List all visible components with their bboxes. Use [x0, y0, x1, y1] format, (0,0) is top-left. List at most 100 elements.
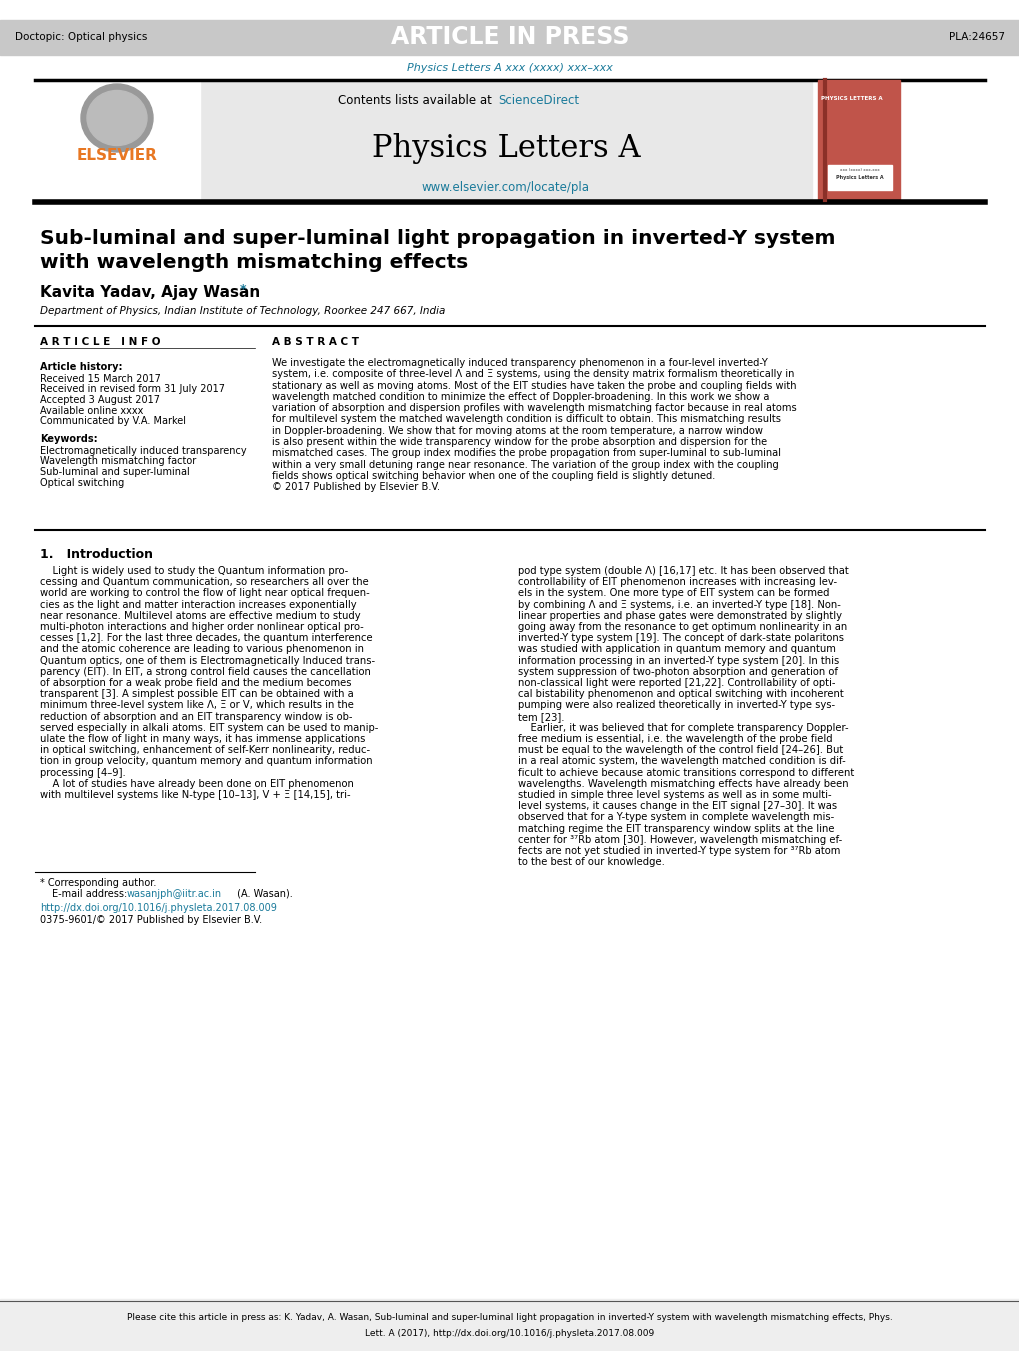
Text: system, i.e. composite of three-level Λ and Ξ systems, using the density matrix : system, i.e. composite of three-level Λ …: [272, 369, 794, 380]
Text: level systems, it causes change in the EIT signal [27–30]. It was: level systems, it causes change in the E…: [518, 801, 837, 811]
Text: Lett. A (2017), http://dx.doi.org/10.1016/j.physleta.2017.08.009: Lett. A (2017), http://dx.doi.org/10.101…: [365, 1328, 654, 1337]
Text: system suppression of two-photon absorption and generation of: system suppression of two-photon absorpt…: [518, 667, 838, 677]
Text: and the atomic coherence are leading to various phenomenon in: and the atomic coherence are leading to …: [40, 644, 364, 654]
Text: Accepted 3 August 2017: Accepted 3 August 2017: [40, 394, 160, 405]
Text: fects are not yet studied in inverted-Y type system for ³⁷Rb atom: fects are not yet studied in inverted-Y …: [518, 846, 840, 857]
Text: 0375-9601/© 2017 Published by Elsevier B.V.: 0375-9601/© 2017 Published by Elsevier B…: [40, 915, 262, 925]
Bar: [35, 80, 200, 200]
Ellipse shape: [81, 84, 153, 153]
Text: going away from the resonance to get optimum nonlinearity in an: going away from the resonance to get opt…: [518, 621, 847, 632]
Text: multi-photon interactions and higher order nonlinear optical pro-: multi-photon interactions and higher ord…: [40, 621, 364, 632]
Text: * Corresponding author.: * Corresponding author.: [40, 878, 156, 888]
Bar: [200, 80, 811, 200]
Text: near resonance. Multilevel atoms are effective medium to study: near resonance. Multilevel atoms are eff…: [40, 611, 361, 621]
Text: Optical switching: Optical switching: [40, 477, 124, 488]
Text: Received in revised form 31 July 2017: Received in revised form 31 July 2017: [40, 385, 225, 394]
Text: fields shows optical switching behavior when one of the coupling field is slight: fields shows optical switching behavior …: [272, 471, 714, 481]
Text: cessing and Quantum communication, so researchers all over the: cessing and Quantum communication, so re…: [40, 577, 369, 588]
Text: Wavelength mismatching factor: Wavelength mismatching factor: [40, 457, 196, 466]
Text: of absorption for a weak probe field and the medium becomes: of absorption for a weak probe field and…: [40, 678, 352, 688]
Text: www.elsevier.com/locate/pla: www.elsevier.com/locate/pla: [422, 181, 589, 195]
Text: Available online xxxx: Available online xxxx: [40, 405, 144, 416]
Text: Please cite this article in press as: K. Yadav, A. Wasan, Sub-luminal and super-: Please cite this article in press as: K.…: [127, 1313, 892, 1323]
Text: observed that for a Y-type system in complete wavelength mis-: observed that for a Y-type system in com…: [518, 812, 834, 823]
Text: pumping were also realized theoretically in inverted-Y type sys-: pumping were also realized theoretically…: [518, 700, 835, 711]
Text: cies as the light and matter interaction increases exponentially: cies as the light and matter interaction…: [40, 600, 357, 609]
Text: minimum three-level system like Λ, Ξ or V, which results in the: minimum three-level system like Λ, Ξ or …: [40, 700, 354, 711]
Text: in a real atomic system, the wavelength matched condition is dif-: in a real atomic system, the wavelength …: [518, 757, 845, 766]
Text: ScienceDirect: ScienceDirect: [497, 95, 579, 108]
Text: world are working to control the flow of light near optical frequen-: world are working to control the flow of…: [40, 589, 370, 598]
Text: served especially in alkali atoms. EIT system can be used to manip-: served especially in alkali atoms. EIT s…: [40, 723, 378, 732]
Text: Communicated by V.A. Markel: Communicated by V.A. Markel: [40, 416, 185, 426]
Text: Earlier, it was believed that for complete transparency Doppler-: Earlier, it was believed that for comple…: [518, 723, 848, 732]
Text: in optical switching, enhancement of self-Kerr nonlinearity, reduc-: in optical switching, enhancement of sel…: [40, 746, 370, 755]
Text: Received 15 March 2017: Received 15 March 2017: [40, 374, 161, 384]
Text: ELSEVIER: ELSEVIER: [76, 149, 157, 163]
Ellipse shape: [87, 91, 147, 146]
Text: wavelengths. Wavelength mismatching effects have already been: wavelengths. Wavelength mismatching effe…: [518, 778, 848, 789]
Text: ARTICLE IN PRESS: ARTICLE IN PRESS: [390, 26, 629, 49]
Text: reduction of absorption and an EIT transparency window is ob-: reduction of absorption and an EIT trans…: [40, 712, 353, 721]
Text: Electromagnetically induced transparency: Electromagnetically induced transparency: [40, 446, 247, 457]
Bar: [817, 80, 899, 200]
Text: linear properties and phase gates were demonstrated by slightly: linear properties and phase gates were d…: [518, 611, 841, 621]
Text: free medium is essential, i.e. the wavelength of the probe field: free medium is essential, i.e. the wavel…: [518, 734, 832, 744]
Text: Physics Letters A xxx (xxxx) xxx–xxx: Physics Letters A xxx (xxxx) xxx–xxx: [407, 63, 612, 73]
Bar: [827, 165, 892, 190]
Text: Article history:: Article history:: [40, 362, 122, 372]
Text: by combining Λ and Ξ systems, i.e. an inverted-Y type [18]. Non-: by combining Λ and Ξ systems, i.e. an in…: [518, 600, 840, 609]
Text: cesses [1,2]. For the last three decades, the quantum interference: cesses [1,2]. For the last three decades…: [40, 634, 372, 643]
Text: processing [4–9].: processing [4–9].: [40, 767, 125, 778]
Text: for multilevel system the matched wavelength condition is difficult to obtain. T: for multilevel system the matched wavele…: [272, 415, 781, 424]
Text: transparent [3]. A simplest possible EIT can be obtained with a: transparent [3]. A simplest possible EIT…: [40, 689, 354, 700]
Text: Kavita Yadav, Ajay Wasan: Kavita Yadav, Ajay Wasan: [40, 285, 260, 300]
Text: stationary as well as moving atoms. Most of the EIT studies have taken the probe: stationary as well as moving atoms. Most…: [272, 381, 796, 390]
Text: ulate the flow of light in many ways, it has immense applications: ulate the flow of light in many ways, it…: [40, 734, 365, 744]
Text: A R T I C L E   I N F O: A R T I C L E I N F O: [40, 336, 160, 347]
Bar: [0, 1300, 1019, 1351]
Text: to the best of our knowledge.: to the best of our knowledge.: [518, 857, 664, 867]
Text: pod type system (double Λ) [16,17] etc. It has been observed that: pod type system (double Λ) [16,17] etc. …: [518, 566, 848, 576]
Text: mismatched cases. The group index modifies the probe propagation from super-lumi: mismatched cases. The group index modifi…: [272, 449, 781, 458]
Text: studied in simple three level systems as well as in some multi-: studied in simple three level systems as…: [518, 790, 830, 800]
Text: tion in group velocity, quantum memory and quantum information: tion in group velocity, quantum memory a…: [40, 757, 372, 766]
Text: center for ³⁷Rb atom [30]. However, wavelength mismatching ef-: center for ³⁷Rb atom [30]. However, wave…: [518, 835, 842, 844]
Text: A lot of studies have already been done on EIT phenomenon: A lot of studies have already been done …: [40, 778, 354, 789]
Text: information processing in an inverted-Y type system [20]. In this: information processing in an inverted-Y …: [518, 655, 839, 666]
Text: Contents lists available at: Contents lists available at: [338, 95, 495, 108]
Text: Doctopic: Optical physics: Doctopic: Optical physics: [15, 32, 147, 42]
Text: E-mail address:: E-mail address:: [52, 889, 130, 898]
Text: Sub-luminal and super-luminal light propagation in inverted-Y system: Sub-luminal and super-luminal light prop…: [40, 228, 835, 247]
Text: wasanjph@iitr.ac.in: wasanjph@iitr.ac.in: [127, 889, 222, 898]
Text: Quantum optics, one of them is Electromagnetically Induced trans-: Quantum optics, one of them is Electroma…: [40, 655, 375, 666]
Text: variation of absorption and dispersion profiles with wavelength mismatching fact: variation of absorption and dispersion p…: [272, 403, 796, 413]
Text: Light is widely used to study the Quantum information pro-: Light is widely used to study the Quantu…: [40, 566, 347, 576]
Text: PLA:24657: PLA:24657: [948, 32, 1004, 42]
Text: http://dx.doi.org/10.1016/j.physleta.2017.08.009: http://dx.doi.org/10.1016/j.physleta.201…: [40, 902, 276, 913]
Text: matching regime the EIT transparency window splits at the line: matching regime the EIT transparency win…: [518, 824, 834, 834]
Text: PHYSICS LETTERS A: PHYSICS LETTERS A: [820, 96, 882, 100]
Text: inverted-Y type system [19]. The concept of dark-state polaritons: inverted-Y type system [19]. The concept…: [518, 634, 843, 643]
Text: with wavelength mismatching effects: with wavelength mismatching effects: [40, 254, 468, 273]
Text: parency (EIT). In EIT, a strong control field causes the cancellation: parency (EIT). In EIT, a strong control …: [40, 667, 371, 677]
Text: controllability of EIT phenomenon increases with increasing lev-: controllability of EIT phenomenon increa…: [518, 577, 837, 588]
Text: *: *: [239, 282, 247, 296]
Text: ficult to achieve because atomic transitions correspond to different: ficult to achieve because atomic transit…: [518, 767, 854, 778]
Text: was studied with application in quantum memory and quantum: was studied with application in quantum …: [518, 644, 835, 654]
Text: Department of Physics, Indian Institute of Technology, Roorkee 247 667, India: Department of Physics, Indian Institute …: [40, 305, 445, 316]
Text: We investigate the electromagnetically induced transparency phenomenon in a four: We investigate the electromagnetically i…: [272, 358, 767, 367]
Text: within a very small detuning range near resonance. The variation of the group in: within a very small detuning range near …: [272, 459, 777, 470]
Text: must be equal to the wavelength of the control field [24–26]. But: must be equal to the wavelength of the c…: [518, 746, 843, 755]
Text: xxx (xxxx) xxx-xxx: xxx (xxxx) xxx-xxx: [840, 168, 879, 172]
Text: cal bistability phenomenon and optical switching with incoherent: cal bistability phenomenon and optical s…: [518, 689, 843, 700]
Text: Physics Letters A: Physics Letters A: [371, 132, 640, 163]
Bar: [0, 20, 1019, 55]
Text: (A. Wasan).: (A. Wasan).: [233, 889, 292, 898]
Text: Keywords:: Keywords:: [40, 434, 98, 444]
Text: els in the system. One more type of EIT system can be formed: els in the system. One more type of EIT …: [518, 589, 828, 598]
Text: in Doppler-broadening. We show that for moving atoms at the room temperature, a : in Doppler-broadening. We show that for …: [272, 426, 762, 436]
Text: tem [23].: tem [23].: [518, 712, 564, 721]
Text: with multilevel systems like N-type [10–13], V + Ξ [14,15], tri-: with multilevel systems like N-type [10–…: [40, 790, 351, 800]
Text: non-classical light were reported [21,22]. Controllability of opti-: non-classical light were reported [21,22…: [518, 678, 835, 688]
